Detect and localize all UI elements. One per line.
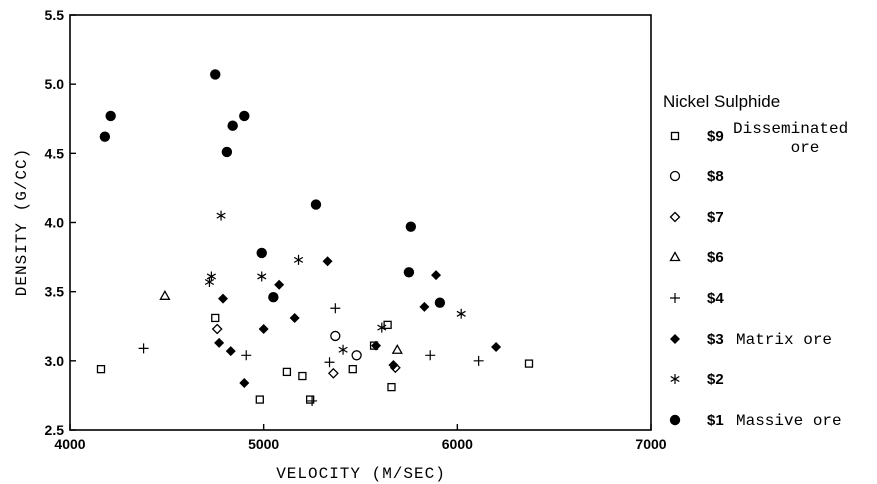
legend-series-name: $8 xyxy=(707,168,724,185)
point-filled-diamond xyxy=(491,342,502,352)
point-plus xyxy=(241,350,252,361)
legend-marker-filled-diamond xyxy=(670,334,680,344)
point-filled-circle xyxy=(99,131,111,142)
point-filled-diamond xyxy=(419,301,430,312)
point-filled-circle xyxy=(405,221,417,232)
point-square xyxy=(211,313,220,323)
point-filled-circle xyxy=(221,146,233,158)
point-circle xyxy=(330,330,341,342)
point-square xyxy=(282,367,292,377)
data-points xyxy=(96,69,534,406)
legend-series-name: $7 xyxy=(707,209,724,226)
y-tick-label: 5.0 xyxy=(45,76,65,92)
legend-series-name: $2 xyxy=(707,371,724,388)
point-square xyxy=(298,371,307,381)
legend-series-description: Disseminated xyxy=(733,120,848,138)
point-plus xyxy=(330,303,341,314)
legend-series-name: $3 xyxy=(707,331,724,348)
point-square xyxy=(96,364,106,374)
point-filled-circle xyxy=(434,297,446,308)
point-asterisk xyxy=(216,210,226,221)
point-plus xyxy=(307,395,318,406)
point-filled-diamond xyxy=(217,293,228,304)
point-filled-circle xyxy=(403,267,415,278)
point-square xyxy=(524,359,534,368)
point-circle xyxy=(351,350,362,361)
y-tick-label: 4.5 xyxy=(45,145,65,161)
point-filled-diamond xyxy=(258,324,269,335)
legend-marker-circle xyxy=(669,170,681,182)
legend-marker-asterisk xyxy=(670,374,680,384)
point-filled-circle xyxy=(310,199,322,210)
x-tick-label: 6000 xyxy=(442,436,473,452)
legend-series-name: $6 xyxy=(707,249,724,266)
point-square xyxy=(255,395,264,404)
legend-series-description: Matrix ore xyxy=(736,331,832,349)
point-square xyxy=(387,382,396,392)
point-square xyxy=(305,395,315,404)
point-plus xyxy=(138,343,149,354)
point-filled-diamond xyxy=(214,337,225,348)
point-plus xyxy=(324,357,335,368)
point-asterisk xyxy=(257,271,267,282)
point-filled-circle xyxy=(227,120,238,131)
x-axis-title: VELOCITY (M/SEC) xyxy=(276,465,446,483)
point-filled-circle xyxy=(256,247,267,259)
point-asterisk xyxy=(206,271,216,282)
legend-series-description-cont: ore xyxy=(791,139,820,157)
y-tick-label: 3.5 xyxy=(45,284,65,300)
legend-marker-filled-circle xyxy=(669,414,681,426)
point-plus xyxy=(425,350,436,361)
legend-marker-diamond xyxy=(669,211,681,223)
point-asterisk xyxy=(338,344,348,355)
point-filled-diamond xyxy=(225,346,236,357)
point-diamond xyxy=(327,367,339,379)
legend-marker-triangle xyxy=(669,251,681,262)
point-triangle xyxy=(391,343,403,354)
point-square xyxy=(383,320,392,330)
y-tick-label: 2.5 xyxy=(45,422,65,438)
point-filled-diamond xyxy=(239,377,250,388)
legend-marker-plus xyxy=(670,293,680,303)
y-tick-label: 5.5 xyxy=(45,7,65,23)
point-square xyxy=(348,364,357,374)
y-tick-label: 4.0 xyxy=(45,215,65,231)
x-tick-label: 4000 xyxy=(54,436,85,452)
point-asterisk xyxy=(204,276,215,287)
point-filled-diamond xyxy=(274,279,285,290)
point-asterisk xyxy=(377,322,387,333)
point-filled-diamond xyxy=(289,312,300,323)
y-axis-title: DENSITY (G/CC) xyxy=(13,148,31,296)
point-asterisk xyxy=(293,254,304,265)
point-filled-diamond xyxy=(388,359,399,370)
point-plus xyxy=(473,355,484,366)
point-filled-diamond xyxy=(370,340,381,351)
point-filled-diamond xyxy=(431,270,442,281)
x-tick-label: 7000 xyxy=(635,436,666,452)
point-diamond xyxy=(211,323,223,335)
legend-series-name: $1 xyxy=(707,412,724,429)
point-filled-circle xyxy=(239,110,250,122)
point-asterisk xyxy=(456,308,466,319)
legend-series-description: Massive ore xyxy=(736,412,842,430)
point-filled-circle xyxy=(105,110,116,122)
plot-frame xyxy=(69,14,652,431)
y-tick-label: 3.0 xyxy=(45,353,65,369)
axis-ticks: 4000 5000 6000 7000 2.5 3.0 3.5 4.0 4.5 5.0 5.5 xyxy=(45,7,667,452)
point-filled-circle xyxy=(268,292,279,303)
legend-series-name: $4 xyxy=(707,290,724,307)
point-filled-circle xyxy=(210,69,221,80)
x-tick-label: 5000 xyxy=(248,436,279,452)
legend-title: Nickel Sulphide xyxy=(663,92,780,111)
point-filled-diamond xyxy=(322,256,333,267)
legend-marker-square xyxy=(670,131,680,141)
point-triangle xyxy=(159,289,171,300)
legend-series-name: $9 xyxy=(707,128,724,145)
